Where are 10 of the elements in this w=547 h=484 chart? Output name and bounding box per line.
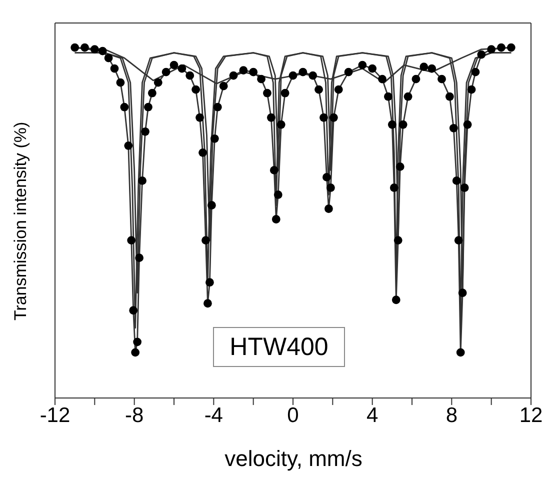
y-axis-title: Transmission intensity (%) (11, 122, 30, 320)
x-tick-label: 8 (446, 404, 458, 427)
x-tick-label: -12 (40, 404, 70, 427)
x-tick-label: 4 (366, 404, 378, 427)
x-tick-label: -4 (204, 404, 224, 427)
x-tick-label: 0 (287, 404, 299, 427)
x-axis-title: velocity, mm/s (224, 446, 364, 472)
x-tick-label: 12 (519, 404, 543, 427)
x-tick-label: -8 (124, 404, 144, 427)
annotation: HTW400 (213, 327, 345, 367)
